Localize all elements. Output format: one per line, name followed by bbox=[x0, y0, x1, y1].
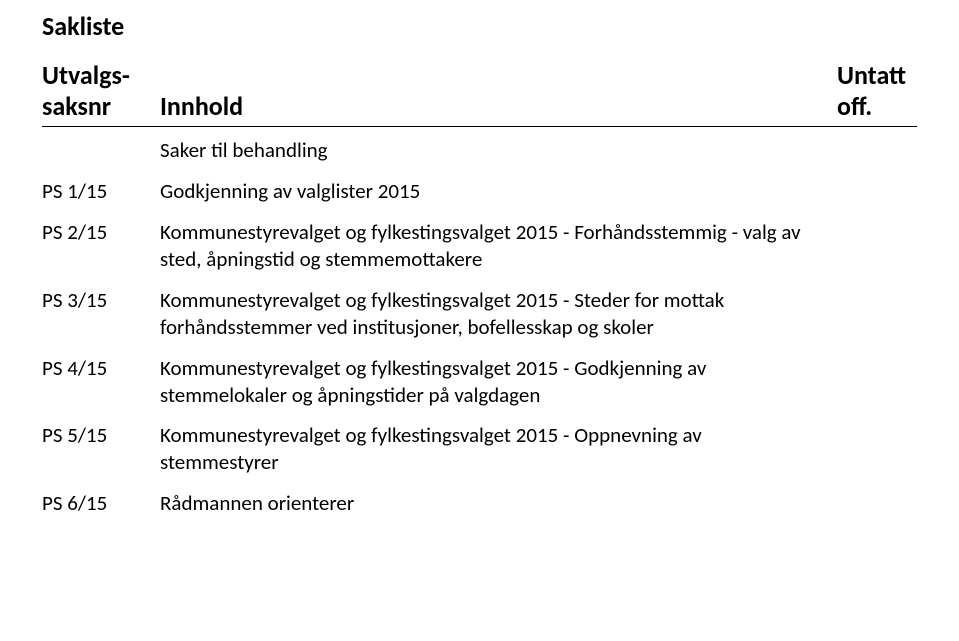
header-left: Utvalgs- saksnr bbox=[42, 60, 160, 122]
row-text: Kommunestyrevalget og fylkestingsvalget … bbox=[160, 422, 837, 476]
header-mid-text: Innhold bbox=[160, 91, 243, 122]
header-right-line2: off. bbox=[837, 90, 872, 122]
table-header: Utvalgs- saksnr Innhold Untatt off. bbox=[42, 60, 917, 122]
row-number: PS 5/15 bbox=[42, 422, 160, 476]
intro-right bbox=[837, 137, 917, 164]
table-row: PS 5/15Kommunestyrevalget og fylkestings… bbox=[42, 422, 917, 476]
row-number: PS 3/15 bbox=[42, 287, 160, 341]
page: Sakliste Utvalgs- saksnr Innhold Untatt … bbox=[0, 0, 959, 517]
row-right bbox=[837, 422, 917, 476]
header-left-line2: saksnr bbox=[42, 90, 111, 122]
row-text: Kommunestyrevalget og fylkestingsvalget … bbox=[160, 219, 837, 273]
header-left-line1: Utvalgs- bbox=[42, 59, 130, 91]
header-right: Untatt off. bbox=[837, 60, 917, 122]
document-title: Sakliste bbox=[42, 10, 917, 42]
intro-left bbox=[42, 137, 160, 164]
table-row: PS 1/15Godkjenning av valglister 2015 bbox=[42, 178, 917, 205]
row-right bbox=[837, 287, 917, 341]
header-divider bbox=[42, 126, 917, 127]
row-number: PS 6/15 bbox=[42, 490, 160, 517]
row-number: PS 2/15 bbox=[42, 219, 160, 273]
row-right bbox=[837, 490, 917, 517]
row-right bbox=[837, 355, 917, 409]
rows-container: PS 1/15Godkjenning av valglister 2015PS … bbox=[42, 178, 917, 517]
intro-text: Saker til behandling bbox=[160, 137, 837, 164]
table-row: PS 2/15Kommunestyrevalget og fylkestings… bbox=[42, 219, 917, 273]
row-right bbox=[837, 219, 917, 273]
header-mid: Innhold bbox=[160, 60, 837, 122]
table-row: PS 6/15Rådmannen orienterer bbox=[42, 490, 917, 517]
header-right-line1: Untatt bbox=[837, 59, 906, 91]
row-text: Godkjenning av valglister 2015 bbox=[160, 178, 837, 205]
table-row: PS 4/15Kommunestyrevalget og fylkestings… bbox=[42, 355, 917, 409]
intro-row: Saker til behandling bbox=[42, 137, 917, 164]
row-text: Kommunestyrevalget og fylkestingsvalget … bbox=[160, 287, 837, 341]
row-right bbox=[837, 178, 917, 205]
row-text: Kommunestyrevalget og fylkestingsvalget … bbox=[160, 355, 837, 409]
row-number: PS 1/15 bbox=[42, 178, 160, 205]
row-text: Rådmannen orienterer bbox=[160, 490, 837, 517]
table-row: PS 3/15Kommunestyrevalget og fylkestings… bbox=[42, 287, 917, 341]
row-number: PS 4/15 bbox=[42, 355, 160, 409]
